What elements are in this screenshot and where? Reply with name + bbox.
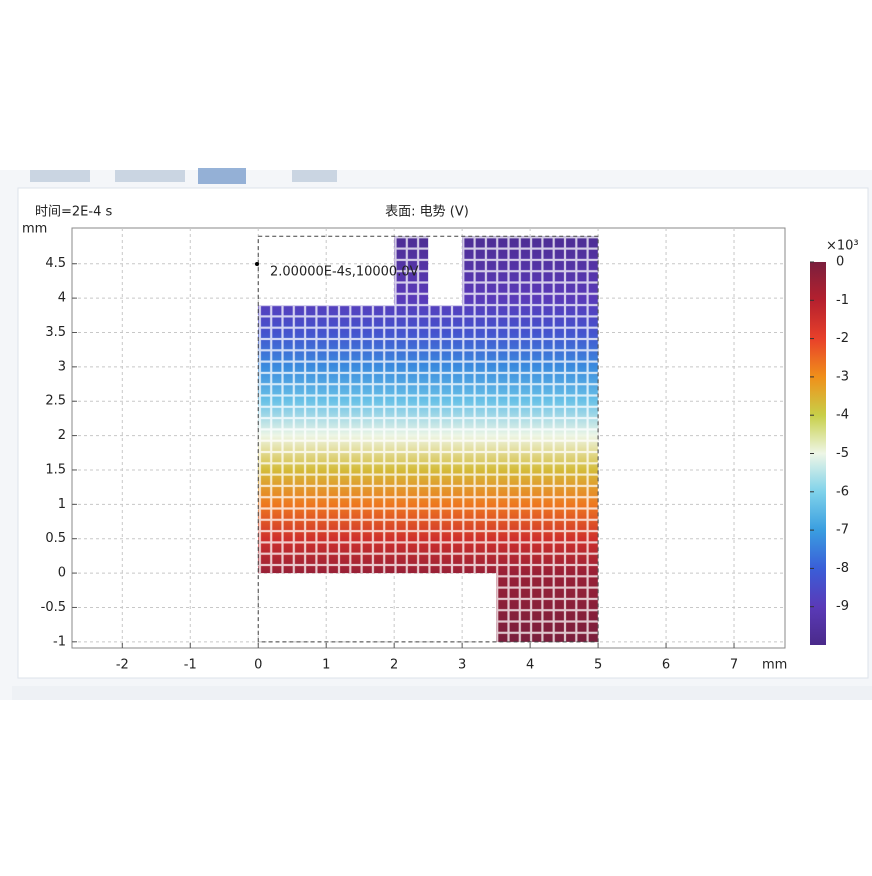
mesh-dots (258, 236, 599, 642)
colorbar-exponent: ×10³ (826, 239, 859, 254)
time-label: 时间=2E-4 s (35, 205, 112, 220)
colorbar (810, 262, 826, 645)
x-tick-label: 3 (458, 658, 466, 673)
colorbar-tick-label: -2 (836, 331, 849, 346)
y-tick-label: 3 (58, 359, 66, 374)
y-tick-label: 2.5 (45, 394, 66, 409)
x-tick-label: 4 (526, 658, 534, 673)
colorbar-tick-label: -7 (836, 523, 849, 538)
y-axis-label: mm (22, 222, 47, 237)
colorbar-tick-label: -4 (836, 408, 849, 423)
geometry-outline (257, 235, 599, 643)
x-tick-label: 6 (662, 658, 670, 673)
y-tick-label: -0.5 (41, 600, 66, 615)
x-tick-label: 7 (730, 658, 738, 673)
colorbar-tick-label: -9 (836, 599, 849, 614)
x-tick-label: -2 (116, 658, 129, 673)
colorbar-tick-label: -5 (836, 446, 849, 461)
point (255, 262, 259, 266)
bottom-toolbar[interactable] (12, 686, 872, 700)
x-tick-label: 0 (254, 658, 262, 673)
y-tick-label: 2 (58, 428, 66, 443)
x-tick-label: 5 (594, 658, 602, 673)
colorbar-tick-label: -1 (836, 293, 849, 308)
y-tick-label: 1.5 (45, 462, 66, 477)
y-tick-label: 0.5 (45, 531, 66, 546)
y-tick-label: 1 (58, 497, 66, 512)
y-tick-label: -1 (53, 634, 66, 649)
x-tick-label: -1 (184, 658, 197, 673)
toolbar[interactable] (30, 168, 337, 184)
y-tick-label: 0 (58, 566, 66, 581)
colorbar-tick-label: -8 (836, 561, 849, 576)
x-axis-label: mm (762, 658, 787, 673)
title: 表面: 电势 (V) (385, 204, 469, 220)
x-tick-label: 2 (390, 658, 398, 673)
y-tick-label: 4 (58, 291, 66, 306)
annotation: 2.00000E-4s,10000.0V (270, 265, 419, 280)
y-tick-label: 4.5 (45, 256, 66, 271)
colorbar-tick-label: -6 (836, 484, 849, 499)
x-tick-label: 1 (322, 658, 330, 673)
colorbar-tick-label: 0 (836, 255, 844, 270)
y-tick-label: 3.5 (45, 325, 66, 340)
colorbar-tick-label: -3 (836, 369, 849, 384)
